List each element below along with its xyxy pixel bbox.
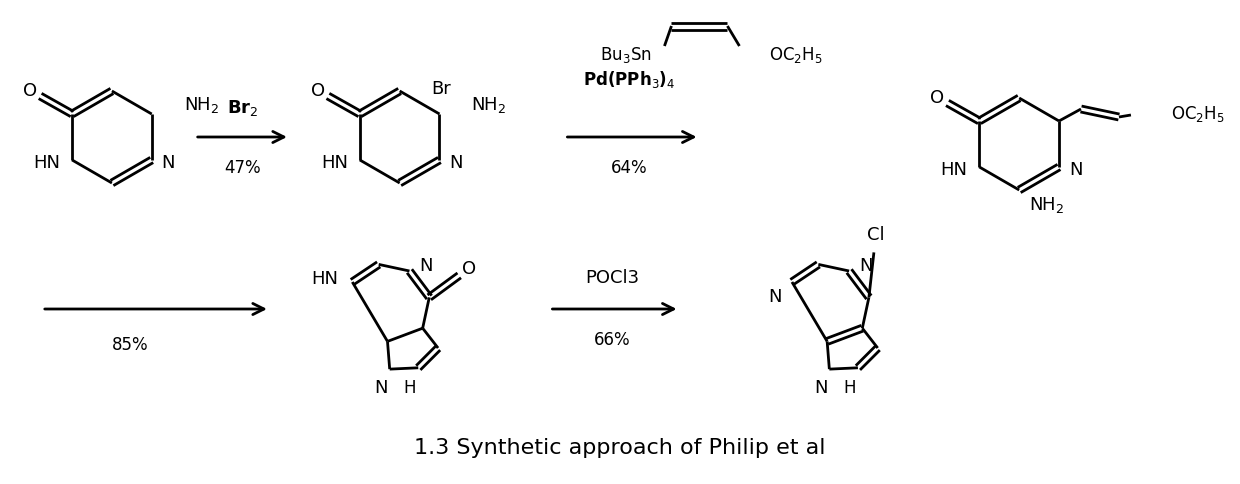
Text: Bu$_3$Sn: Bu$_3$Sn bbox=[600, 45, 651, 65]
Text: HN: HN bbox=[321, 154, 348, 172]
Text: Pd(PPh$_3$)$_4$: Pd(PPh$_3$)$_4$ bbox=[583, 69, 676, 91]
Text: NH$_2$: NH$_2$ bbox=[1029, 195, 1064, 214]
Text: N: N bbox=[449, 154, 463, 172]
Text: O: O bbox=[930, 89, 945, 107]
Text: Cl: Cl bbox=[867, 226, 884, 244]
Text: HN: HN bbox=[33, 154, 60, 172]
Text: N: N bbox=[769, 287, 782, 305]
Text: OC$_2$H$_5$: OC$_2$H$_5$ bbox=[1171, 104, 1225, 124]
Text: 47%: 47% bbox=[224, 159, 262, 177]
Text: HN: HN bbox=[311, 270, 339, 287]
Text: 1.3 Synthetic approach of Philip et al: 1.3 Synthetic approach of Philip et al bbox=[414, 437, 826, 457]
Text: N: N bbox=[419, 257, 433, 274]
Text: OC$_2$H$_5$: OC$_2$H$_5$ bbox=[769, 45, 823, 65]
Text: 64%: 64% bbox=[611, 159, 647, 177]
Text: HN: HN bbox=[940, 161, 967, 179]
Text: N: N bbox=[161, 154, 175, 172]
Text: 85%: 85% bbox=[112, 335, 149, 353]
Text: N: N bbox=[813, 378, 827, 396]
Text: O: O bbox=[463, 260, 476, 278]
Text: N: N bbox=[374, 378, 388, 396]
Text: H: H bbox=[843, 378, 856, 396]
Text: NH$_2$: NH$_2$ bbox=[471, 95, 507, 115]
Text: O: O bbox=[311, 82, 325, 100]
Text: Br$_2$: Br$_2$ bbox=[227, 98, 259, 118]
Text: O: O bbox=[24, 82, 37, 100]
Text: NH$_2$: NH$_2$ bbox=[184, 95, 219, 115]
Text: N: N bbox=[1069, 161, 1083, 179]
Text: POCl3: POCl3 bbox=[585, 269, 640, 287]
Text: H: H bbox=[404, 378, 417, 396]
Text: Br: Br bbox=[432, 80, 451, 98]
Text: N: N bbox=[859, 257, 873, 274]
Text: 66%: 66% bbox=[594, 330, 631, 348]
